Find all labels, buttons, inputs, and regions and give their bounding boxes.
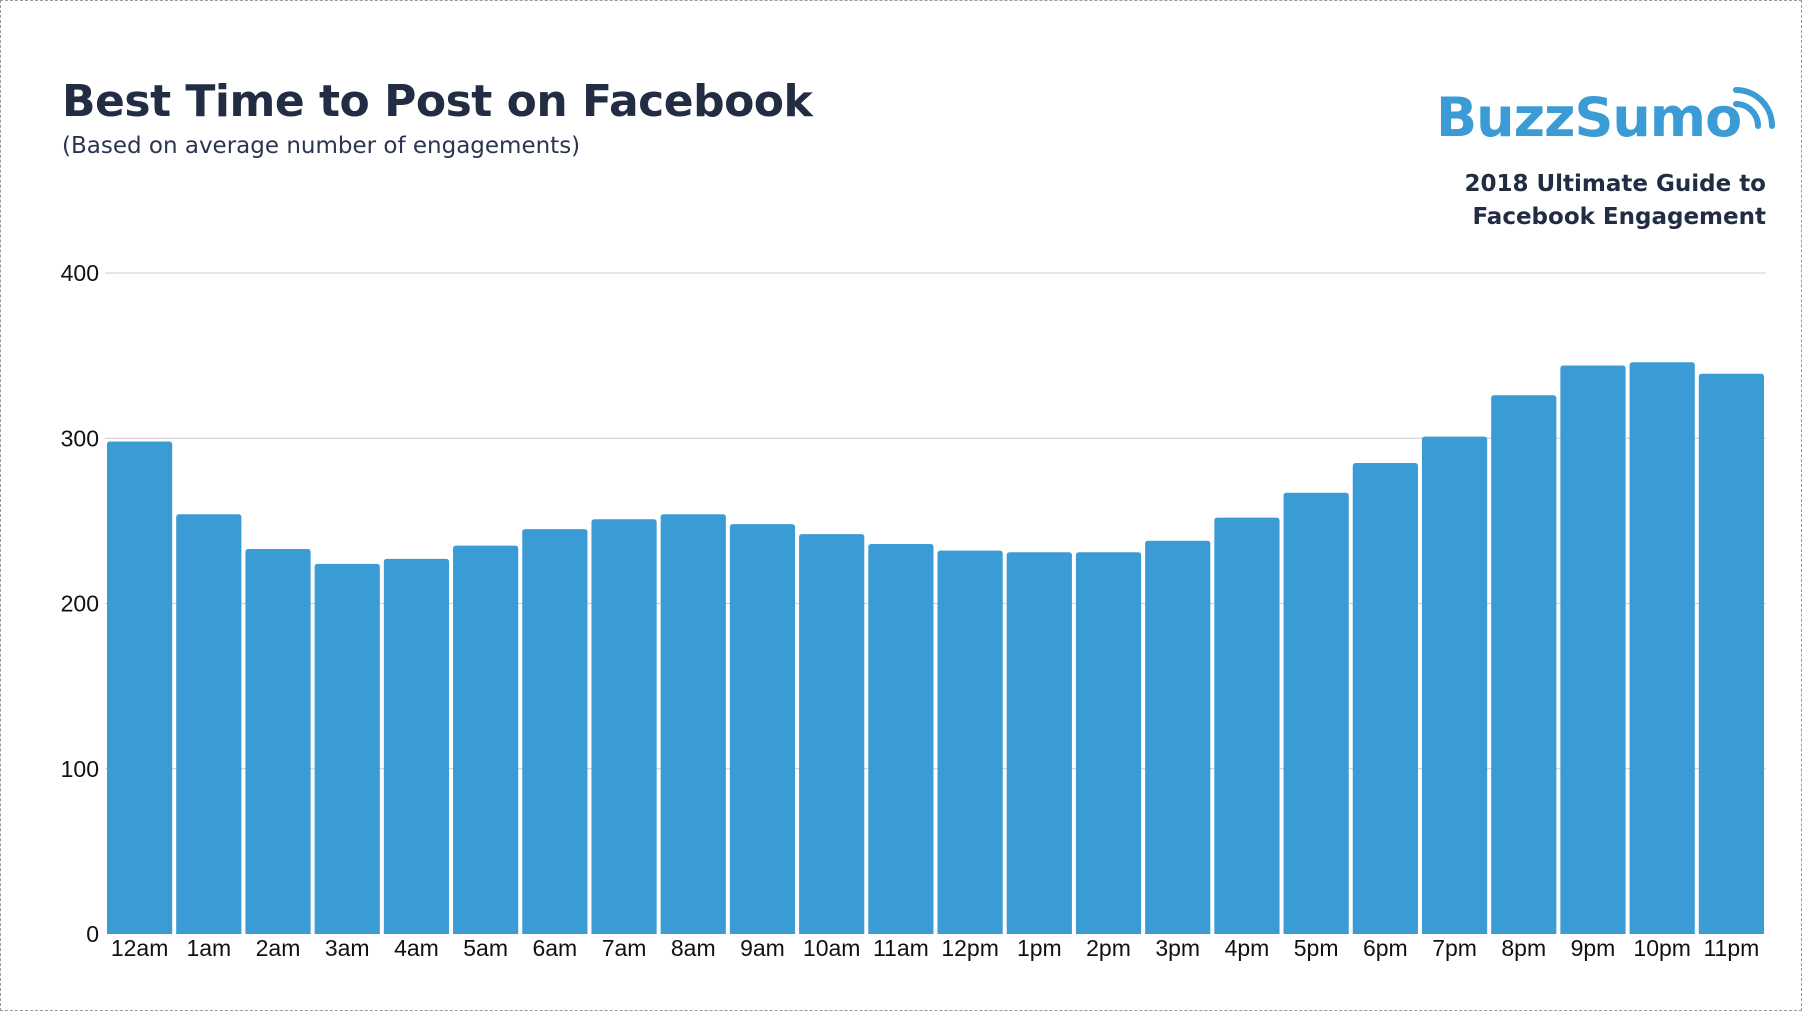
x-tick-label: 11pm <box>1703 935 1759 961</box>
x-tick-label: 4am <box>394 935 439 961</box>
bar-12pm <box>937 550 1003 934</box>
chart-subtitle: (Based on average number of engagements) <box>62 133 581 159</box>
signal-waves-icon <box>1733 87 1775 129</box>
y-tick-label: 200 <box>61 591 99 617</box>
bar-4pm <box>1214 517 1280 934</box>
chart-title: Best Time to Post on Facebook <box>62 76 813 127</box>
bar-5pm <box>1283 492 1349 934</box>
bar-7pm <box>1421 436 1488 934</box>
bar-6am <box>522 529 588 934</box>
x-tick-label: 5pm <box>1294 935 1339 961</box>
x-tick-label: 7am <box>602 935 647 961</box>
guide-line-1: 2018 Ultimate Guide to <box>1464 171 1766 197</box>
x-tick-label: 10pm <box>1633 935 1691 961</box>
x-tick-label: 11am <box>873 935 929 961</box>
guide-line-2: Facebook Engagement <box>1472 204 1766 230</box>
y-tick-label: 300 <box>61 425 99 451</box>
x-tick-label: 4pm <box>1225 935 1270 961</box>
x-tick-label: 7pm <box>1432 935 1477 961</box>
x-tick-label: 6pm <box>1363 935 1408 961</box>
x-tick-label: 5am <box>463 935 508 961</box>
x-tick-label: 12pm <box>941 935 999 961</box>
bar-2am <box>245 548 311 934</box>
buzzsumo-logo: BuzzSumo <box>1436 86 1775 149</box>
logo-text: BuzzSumo <box>1436 86 1741 149</box>
x-tick-label: 2pm <box>1086 935 1131 961</box>
bar-10pm <box>1629 362 1695 934</box>
bar-10am <box>799 534 865 934</box>
y-tick-label: 0 <box>86 921 99 947</box>
bar-4am <box>383 558 450 934</box>
x-tick-label: 12am <box>111 935 169 961</box>
bar-6pm <box>1352 463 1418 934</box>
x-tick-label: 6am <box>532 935 577 961</box>
bar-3am <box>314 563 380 934</box>
bar-5am <box>453 545 519 934</box>
guide-caption: 2018 Ultimate Guide to Facebook Engageme… <box>1464 168 1766 234</box>
bar-2pm <box>1075 552 1142 934</box>
x-tick-label: 10am <box>803 935 861 961</box>
x-tick-label: 3am <box>325 935 370 961</box>
x-tick-label: 9am <box>740 935 785 961</box>
bar-1pm <box>1006 552 1072 934</box>
y-tick-label: 400 <box>61 260 99 286</box>
x-tick-label: 8pm <box>1501 935 1546 961</box>
x-tick-label: 1pm <box>1017 935 1062 961</box>
bar-1am <box>176 514 242 934</box>
y-tick-label: 100 <box>61 756 99 782</box>
bar-8pm <box>1491 395 1557 934</box>
bar-3pm <box>1145 540 1211 934</box>
x-tick-label: 9pm <box>1571 935 1616 961</box>
x-tick-label: 1am <box>186 935 231 961</box>
bar-7am <box>591 519 657 934</box>
x-tick-label: 2am <box>256 935 301 961</box>
bar-11pm <box>1698 373 1764 934</box>
bar-9pm <box>1560 365 1626 934</box>
x-tick-label: 8am <box>671 935 716 961</box>
bar-8am <box>660 514 726 934</box>
bar-11am <box>868 544 934 934</box>
bar-9am <box>729 524 796 934</box>
x-tick-label: 3pm <box>1155 935 1200 961</box>
bar-12am <box>107 441 173 934</box>
